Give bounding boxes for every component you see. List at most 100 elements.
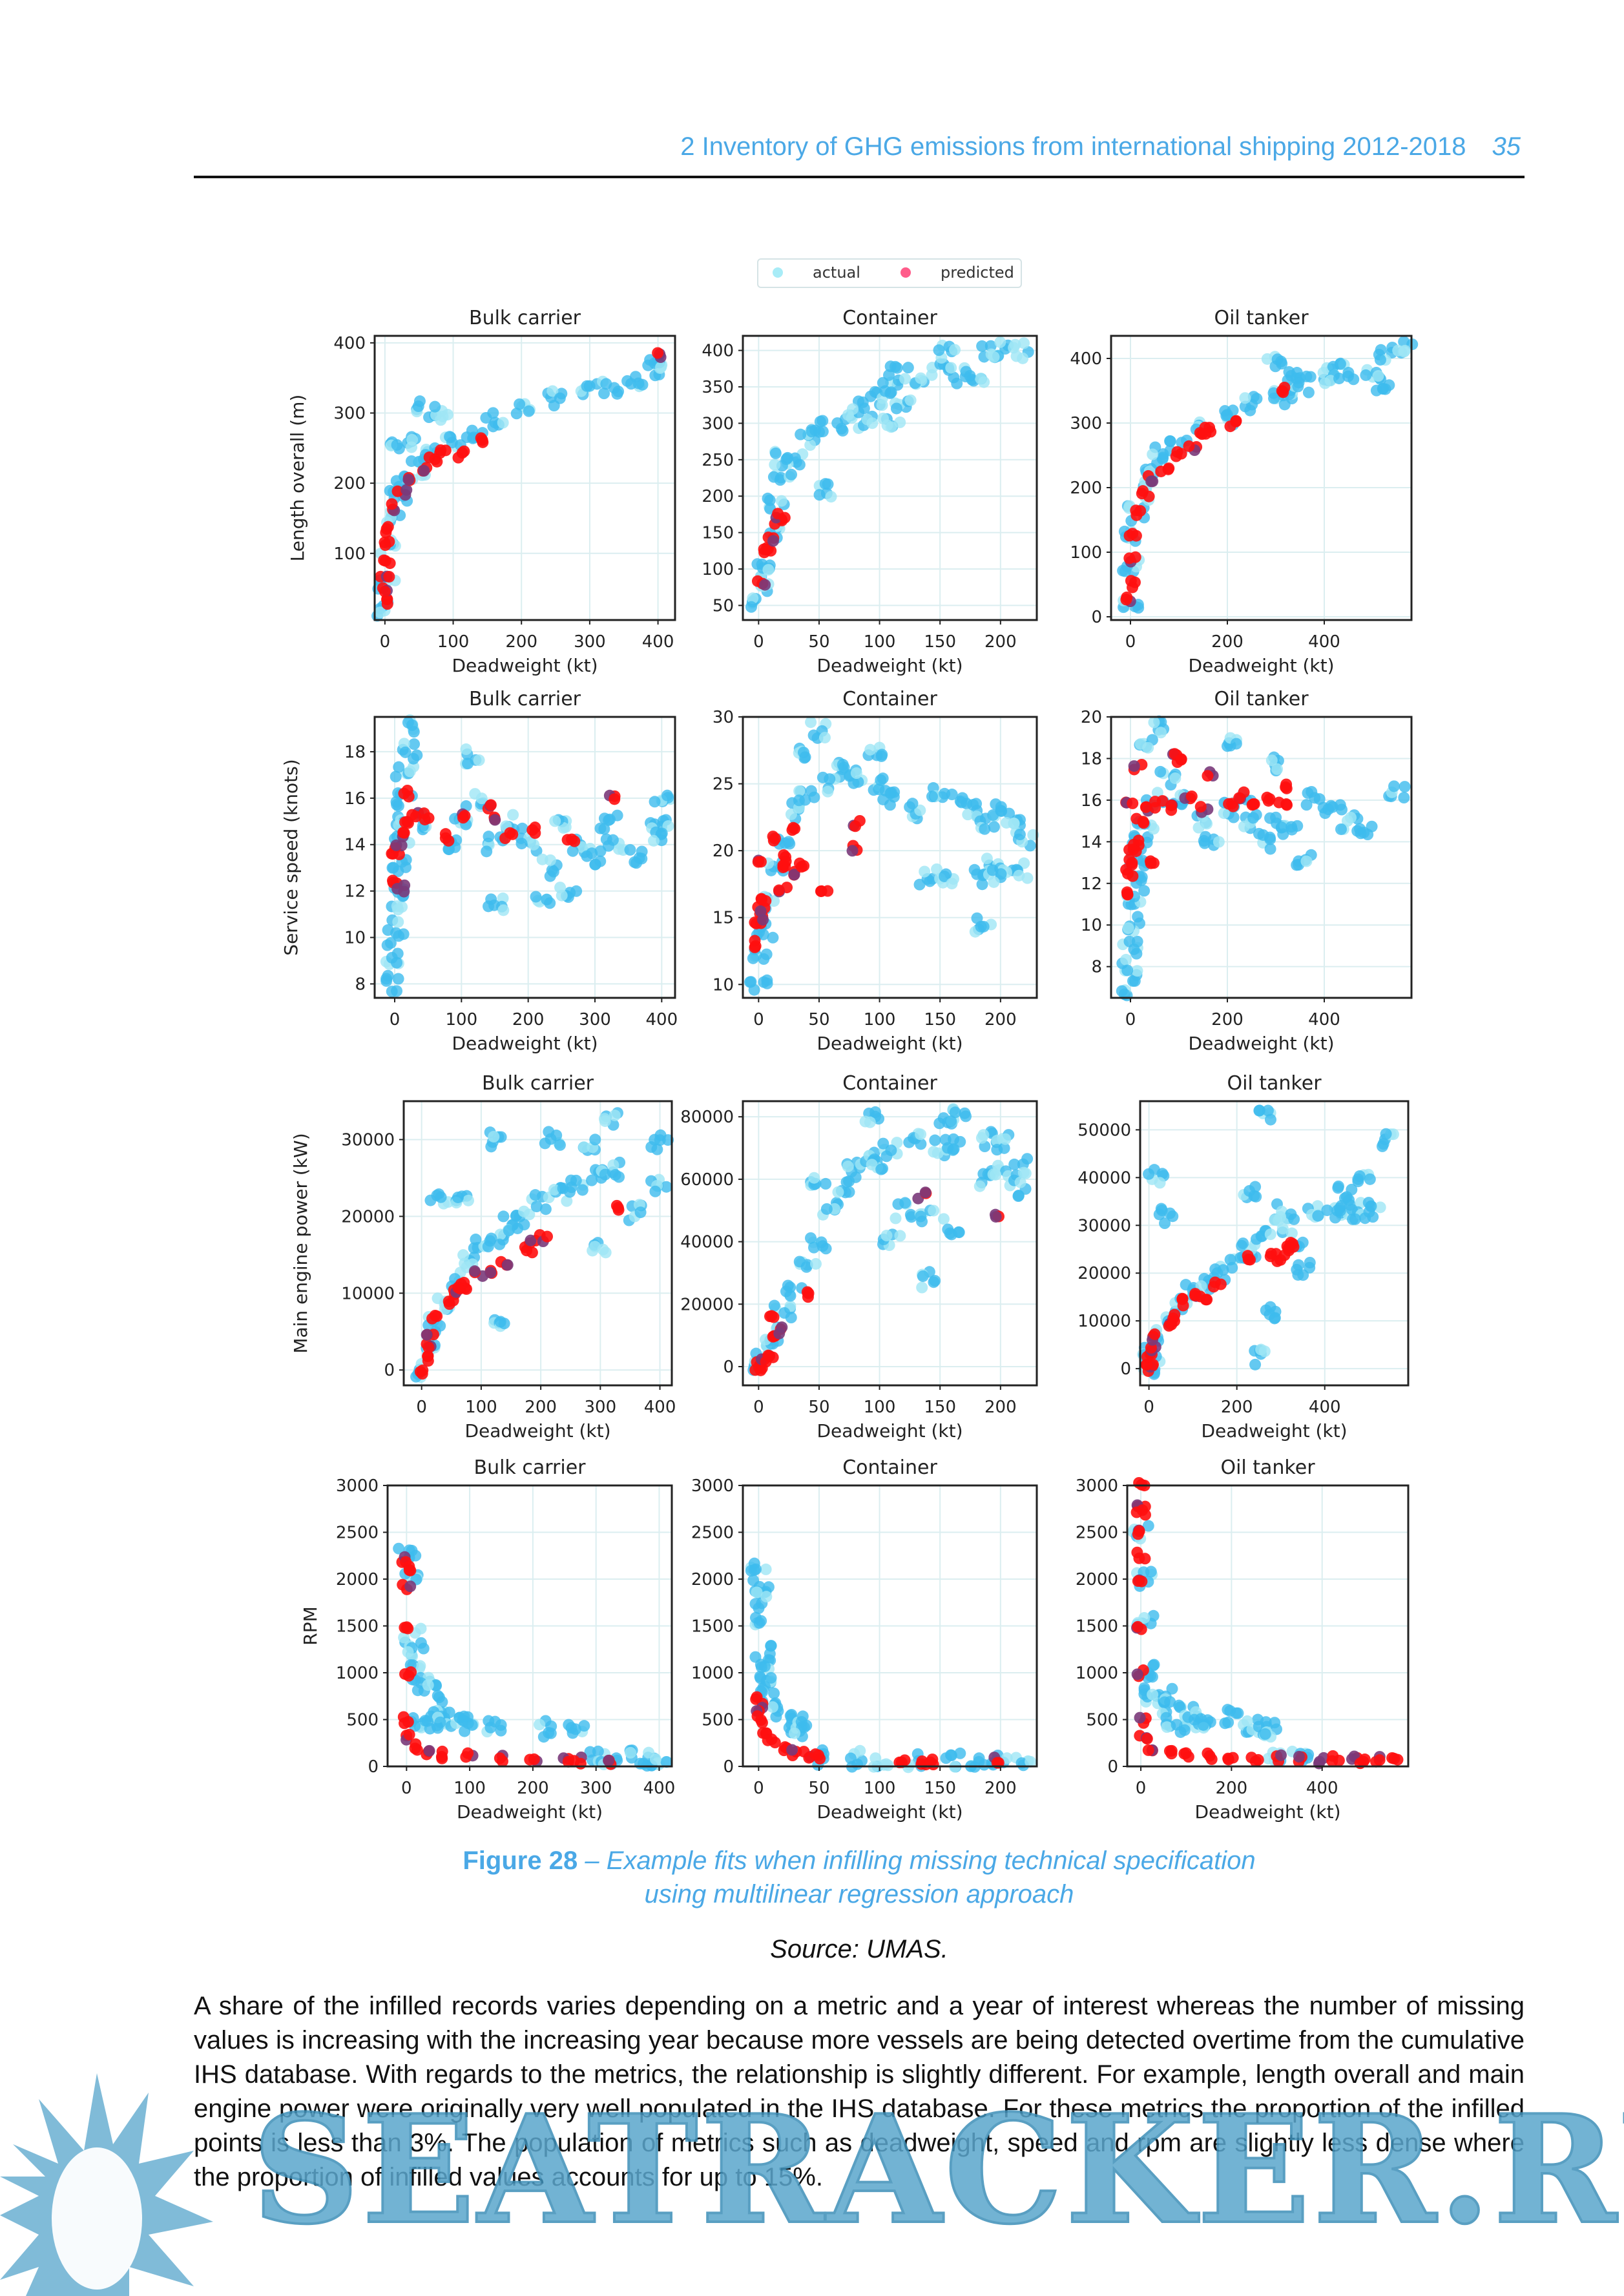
data-point-actual bbox=[1134, 738, 1147, 750]
data-point-predicted bbox=[431, 1310, 443, 1322]
y-tick-label: 150 bbox=[702, 524, 734, 543]
data-point-actual bbox=[1372, 370, 1384, 382]
x-tick-label: 100 bbox=[864, 1010, 896, 1029]
x-tick-label: 100 bbox=[446, 1010, 478, 1029]
data-point-actual bbox=[998, 1142, 1010, 1154]
data-point-predicted bbox=[402, 473, 415, 486]
data-point-actual bbox=[1160, 1712, 1172, 1724]
data-point-predicted bbox=[391, 485, 404, 497]
data-point-actual bbox=[1227, 811, 1240, 823]
data-point-predicted bbox=[1136, 1504, 1149, 1516]
data-point-actual bbox=[877, 412, 890, 424]
data-point-actual bbox=[514, 398, 526, 410]
data-point-actual bbox=[1379, 383, 1391, 395]
data-point-actual bbox=[457, 1714, 469, 1726]
data-point-predicted bbox=[788, 869, 800, 881]
data-point-actual bbox=[1312, 1210, 1324, 1222]
data-point-actual bbox=[755, 1672, 767, 1684]
data-point-predicted bbox=[421, 1329, 433, 1341]
x-tick-label: 50 bbox=[808, 632, 829, 652]
data-point-actual bbox=[1154, 765, 1167, 778]
y-tick-label: 2000 bbox=[336, 1570, 379, 1589]
data-point-actual bbox=[933, 344, 945, 357]
data-point-actual bbox=[916, 1281, 928, 1294]
data-point-actual bbox=[939, 870, 951, 882]
data-point-predicted bbox=[496, 1755, 508, 1768]
y-tick-label: 10 bbox=[713, 975, 734, 995]
data-point-actual bbox=[611, 809, 623, 822]
data-point-actual bbox=[399, 746, 411, 758]
data-point-actual bbox=[837, 758, 849, 771]
data-point-actual bbox=[1319, 377, 1331, 389]
data-point-actual bbox=[1253, 1104, 1265, 1117]
data-point-actual bbox=[607, 1159, 619, 1172]
data-point-actual bbox=[902, 362, 914, 374]
data-point-actual bbox=[459, 1257, 471, 1270]
y-tick-label: 10000 bbox=[341, 1284, 395, 1303]
y-axis-label: RPM bbox=[300, 1606, 321, 1646]
x-tick-label: 100 bbox=[453, 1779, 486, 1798]
y-tick-label: 1000 bbox=[691, 1664, 734, 1683]
data-point-actual bbox=[598, 1113, 610, 1125]
data-point-predicted bbox=[769, 833, 781, 845]
x-tick-label: 200 bbox=[1216, 1779, 1248, 1798]
data-point-actual bbox=[915, 1128, 927, 1141]
y-axis-label: Service speed (knots) bbox=[280, 759, 302, 955]
data-point-actual bbox=[510, 408, 523, 420]
y-tick-label: 12 bbox=[344, 882, 366, 902]
y-tick-label: 200 bbox=[1070, 479, 1102, 498]
x-tick-label: 300 bbox=[585, 1398, 617, 1417]
data-point-actual bbox=[904, 394, 917, 406]
x-tick-label: 0 bbox=[753, 1010, 764, 1029]
data-point-actual bbox=[977, 920, 990, 933]
data-point-actual bbox=[374, 606, 386, 619]
data-point-actual bbox=[480, 411, 492, 424]
data-point-actual bbox=[818, 732, 831, 744]
data-point-actual bbox=[1156, 1205, 1168, 1217]
data-point-actual bbox=[890, 1212, 902, 1225]
y-tick-label: 3000 bbox=[691, 1476, 734, 1496]
data-point-actual bbox=[793, 459, 806, 471]
data-point-actual bbox=[1169, 772, 1182, 784]
data-point-actual bbox=[1244, 404, 1256, 417]
data-point-actual bbox=[1014, 1176, 1026, 1188]
data-point-actual bbox=[1154, 1177, 1166, 1189]
data-point-actual bbox=[926, 369, 938, 381]
y-tick-label: 1500 bbox=[691, 1617, 734, 1637]
data-point-predicted bbox=[524, 1753, 536, 1766]
data-point-predicted bbox=[609, 793, 621, 805]
data-point-actual bbox=[594, 822, 607, 834]
data-point-actual bbox=[1213, 836, 1225, 848]
data-point-actual bbox=[744, 976, 756, 988]
data-point-actual bbox=[602, 840, 614, 852]
data-point-actual bbox=[485, 1232, 497, 1245]
y-tick-label: 14 bbox=[344, 836, 366, 855]
data-point-actual bbox=[894, 416, 906, 428]
data-point-actual bbox=[1147, 448, 1159, 460]
data-point-predicted bbox=[758, 543, 770, 555]
data-point-actual bbox=[1247, 812, 1260, 824]
data-point-predicted bbox=[1277, 386, 1289, 398]
plot-frame bbox=[1139, 1100, 1410, 1387]
data-point-actual bbox=[850, 767, 862, 780]
data-point-actual bbox=[994, 336, 1006, 348]
x-tick-label: 100 bbox=[864, 632, 896, 652]
x-axis-label: Deadweight (kt) bbox=[1194, 1801, 1340, 1823]
data-point-actual bbox=[392, 800, 404, 812]
data-point-predicted bbox=[379, 536, 391, 548]
y-tick-label: 3000 bbox=[1076, 1476, 1118, 1496]
data-point-actual bbox=[1008, 818, 1020, 830]
data-point-predicted bbox=[815, 885, 827, 897]
subplot-title: Bulk carrier bbox=[469, 688, 581, 710]
x-axis-label: Deadweight (kt) bbox=[452, 1033, 598, 1054]
data-point-predicted bbox=[418, 464, 430, 477]
data-point-actual bbox=[1300, 855, 1313, 867]
data-point-predicted bbox=[1129, 551, 1141, 563]
x-tick-label: 200 bbox=[525, 1398, 557, 1417]
data-point-predicted bbox=[561, 834, 574, 846]
data-point-actual bbox=[808, 791, 820, 803]
data-point-predicted bbox=[484, 799, 497, 811]
data-point-actual bbox=[1380, 1128, 1392, 1140]
x-tick-label: 0 bbox=[753, 1779, 764, 1798]
data-point-actual bbox=[1270, 811, 1282, 823]
